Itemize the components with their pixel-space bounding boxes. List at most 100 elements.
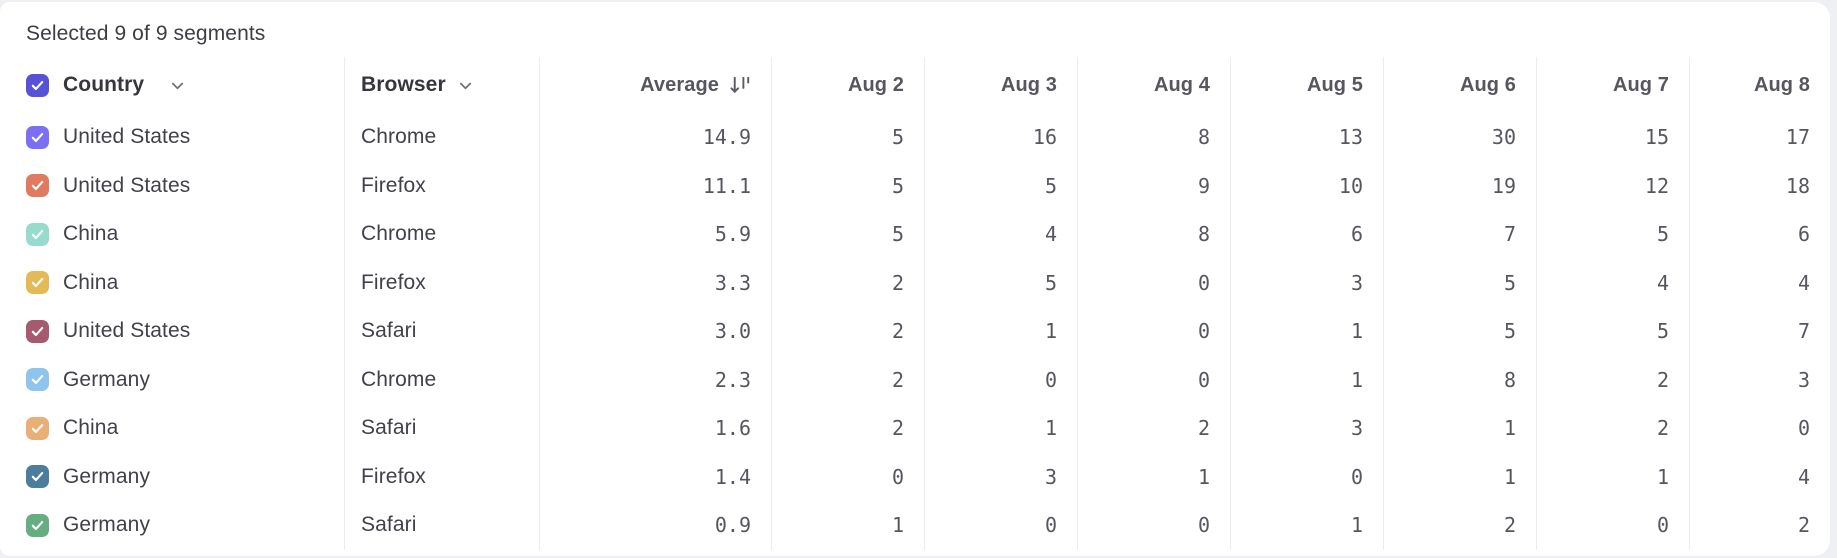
- value-cell: 1: [1383, 452, 1536, 501]
- value-cell: 0: [924, 355, 1077, 404]
- segment-checkbox[interactable]: [26, 271, 49, 295]
- segment-checkbox[interactable]: [26, 368, 49, 392]
- country-column-label: Country: [63, 73, 145, 96]
- value-cell: 2: [1536, 404, 1689, 453]
- country-column-header[interactable]: Country: [26, 57, 344, 113]
- country-cell: United States: [26, 162, 344, 211]
- browser-cell: Chrome: [344, 210, 539, 259]
- value-cell: 5: [924, 161, 1077, 210]
- date-column-header[interactable]: Aug 5: [1230, 57, 1383, 113]
- browser-column-label: Browser: [361, 73, 446, 96]
- value-cell: 1: [924, 404, 1077, 453]
- country-cell: Germany: [26, 453, 344, 502]
- value-cell: 6: [1689, 210, 1830, 259]
- value-cell: 5: [1383, 258, 1536, 307]
- average-value-cell: 2.3: [539, 355, 771, 404]
- country-label: United States: [63, 319, 191, 343]
- value-cell: 8: [1077, 210, 1230, 259]
- check-icon: [31, 181, 44, 191]
- value-cell: 5: [771, 113, 924, 162]
- average-value-cell: 3.3: [539, 258, 771, 307]
- date-column-header[interactable]: Aug 4: [1077, 57, 1230, 113]
- value-cell: 0: [771, 452, 924, 501]
- value-cell: 0: [1077, 307, 1230, 356]
- check-icon: [31, 520, 44, 530]
- country-label: China: [63, 222, 119, 246]
- check-icon: [31, 326, 44, 336]
- country-cell: Germany: [26, 356, 344, 405]
- segment-checkbox[interactable]: [26, 416, 49, 440]
- selection-summary: Selected 9 of 9 segments: [26, 22, 266, 45]
- check-icon: [31, 423, 44, 433]
- browser-cell: Firefox: [344, 161, 539, 210]
- value-cell: 0: [1077, 501, 1230, 550]
- date-column-header[interactable]: Aug 2: [771, 57, 924, 113]
- average-column-header[interactable]: Average: [539, 57, 771, 113]
- segment-checkbox[interactable]: [26, 174, 49, 198]
- average-value-cell: 11.1: [539, 161, 771, 210]
- browser-cell: Firefox: [344, 258, 539, 307]
- select-all-checkbox[interactable]: [26, 73, 49, 97]
- value-cell: 12: [1536, 161, 1689, 210]
- value-cell: 2: [1383, 501, 1536, 550]
- date-column-header[interactable]: Aug 7: [1536, 57, 1689, 113]
- check-icon: [31, 132, 44, 142]
- browser-cell: Chrome: [344, 113, 539, 162]
- value-cell: 1: [771, 501, 924, 550]
- sort-descending-icon[interactable]: [728, 73, 753, 97]
- value-cell: 3: [1689, 355, 1830, 404]
- country-cell: United States: [26, 113, 344, 162]
- segment-checkbox[interactable]: [26, 319, 49, 343]
- value-cell: 16: [924, 113, 1077, 162]
- country-label: China: [63, 270, 119, 294]
- value-cell: 15: [1536, 113, 1689, 162]
- value-cell: 3: [924, 452, 1077, 501]
- country-label: Germany: [63, 513, 151, 537]
- value-cell: 5: [1536, 307, 1689, 356]
- country-cell: China: [26, 404, 344, 453]
- country-cell: China: [26, 259, 344, 308]
- value-cell: 5: [771, 161, 924, 210]
- value-cell: 0: [1536, 501, 1689, 550]
- value-cell: 2: [1536, 355, 1689, 404]
- value-cell: 30: [1383, 113, 1536, 162]
- chevron-down-icon[interactable]: [168, 76, 187, 95]
- value-cell: 1: [1536, 452, 1689, 501]
- browser-cell: Safari: [344, 307, 539, 356]
- country-label: United States: [63, 125, 191, 149]
- average-value-cell: 0.9: [539, 501, 771, 550]
- value-cell: 18: [1689, 161, 1830, 210]
- segment-checkbox[interactable]: [26, 222, 49, 246]
- value-cell: 2: [771, 355, 924, 404]
- value-cell: 9: [1077, 161, 1230, 210]
- segment-checkbox[interactable]: [26, 513, 49, 537]
- segment-checkbox[interactable]: [26, 125, 49, 149]
- check-icon: [31, 472, 44, 482]
- country-label: United States: [63, 173, 191, 197]
- average-value-cell: 14.9: [539, 113, 771, 162]
- value-cell: 1: [1383, 404, 1536, 453]
- check-icon: [31, 229, 44, 239]
- value-cell: 0: [924, 501, 1077, 550]
- value-cell: 17: [1689, 113, 1830, 162]
- value-cell: 8: [1383, 355, 1536, 404]
- browser-cell: Safari: [344, 501, 539, 550]
- value-cell: 5: [924, 258, 1077, 307]
- average-value-cell: 1.6: [539, 404, 771, 453]
- value-cell: 0: [1077, 355, 1230, 404]
- segment-checkbox[interactable]: [26, 465, 49, 489]
- chevron-down-icon[interactable]: [456, 76, 475, 95]
- browser-column-header[interactable]: Browser: [344, 57, 539, 113]
- date-column-header[interactable]: Aug 3: [924, 57, 1077, 113]
- value-cell: 1: [1230, 307, 1383, 356]
- country-label: Germany: [63, 464, 151, 488]
- check-icon: [31, 80, 44, 90]
- country-label: Germany: [63, 367, 151, 391]
- browser-cell: Firefox: [344, 452, 539, 501]
- date-column-header[interactable]: Aug 8: [1689, 57, 1830, 113]
- average-column-label: Average: [640, 73, 719, 96]
- average-value-cell: 3.0: [539, 307, 771, 356]
- value-cell: 7: [1383, 210, 1536, 259]
- date-column-header[interactable]: Aug 6: [1383, 57, 1536, 113]
- value-cell: 4: [924, 210, 1077, 259]
